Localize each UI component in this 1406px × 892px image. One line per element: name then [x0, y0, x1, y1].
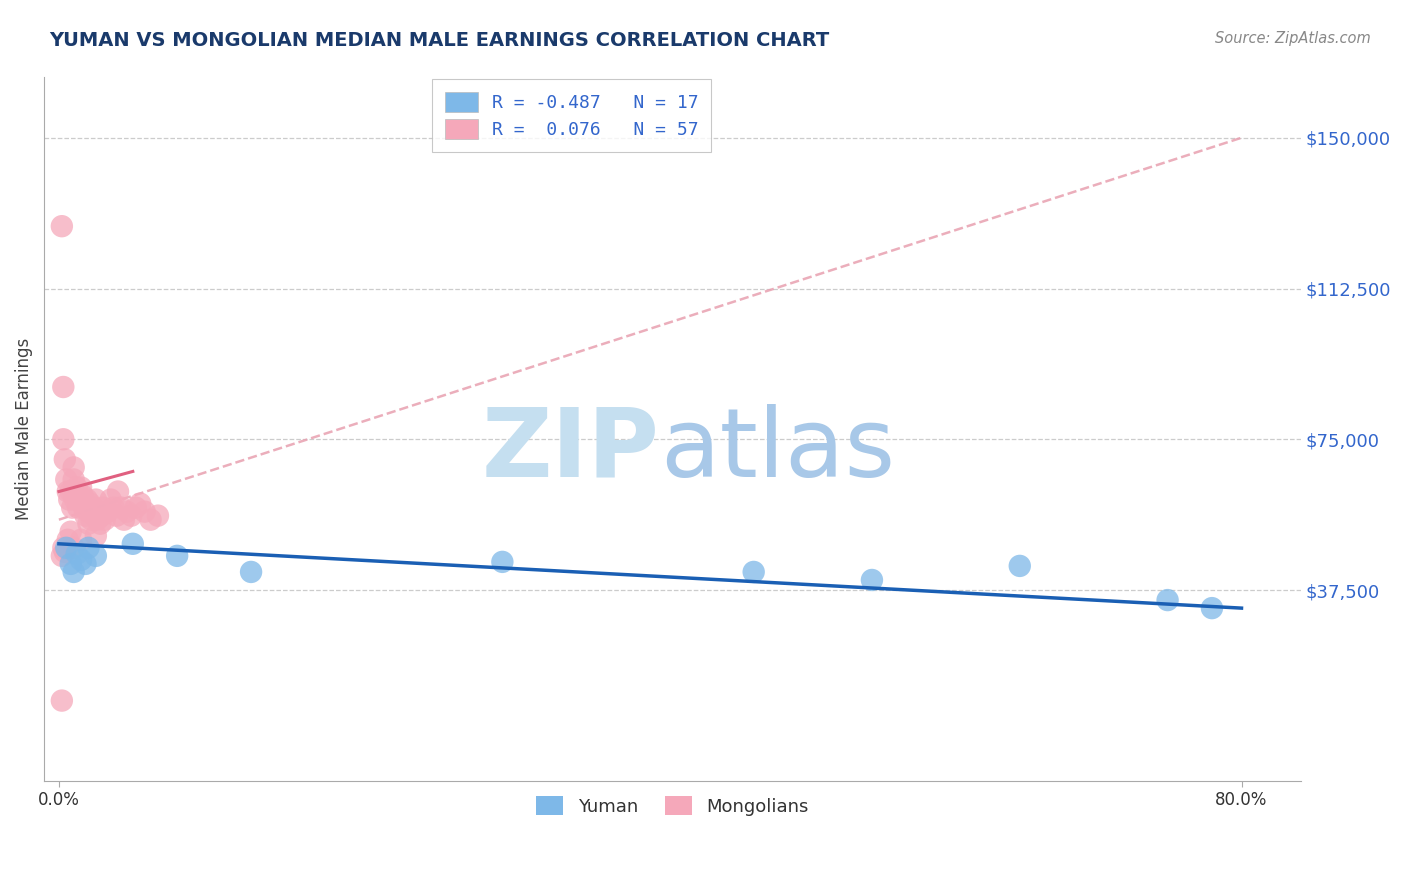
Point	[53, 452, 76, 467]
Point	[84, 529, 107, 543]
Point	[146, 508, 169, 523]
Point	[491, 555, 513, 569]
Point	[70, 481, 93, 495]
Point	[89, 516, 111, 531]
Point	[97, 505, 120, 519]
Point	[82, 500, 104, 515]
Point	[1008, 558, 1031, 573]
Text: Source: ZipAtlas.com: Source: ZipAtlas.com	[1215, 31, 1371, 46]
Point	[60, 500, 83, 515]
Point	[77, 516, 100, 531]
Point	[107, 484, 129, 499]
Point	[52, 541, 75, 555]
Point	[59, 484, 82, 499]
Point	[75, 557, 97, 571]
Y-axis label: Median Male Earnings: Median Male Earnings	[15, 338, 32, 520]
Point	[72, 489, 94, 503]
Point	[77, 541, 100, 555]
Point	[56, 484, 79, 499]
Point	[59, 524, 82, 539]
Point	[110, 500, 132, 515]
Text: atlas: atlas	[659, 404, 896, 497]
Point	[51, 549, 73, 563]
Point	[51, 693, 73, 707]
Point	[83, 508, 105, 523]
Point	[62, 473, 84, 487]
Point	[51, 219, 73, 234]
Point	[69, 492, 91, 507]
Point	[120, 508, 142, 523]
Point	[52, 380, 75, 394]
Point	[73, 500, 96, 515]
Point	[75, 508, 97, 523]
Point	[84, 549, 107, 563]
Point	[80, 513, 103, 527]
Point	[91, 500, 114, 515]
Point	[79, 497, 101, 511]
Point	[1156, 593, 1178, 607]
Point	[66, 481, 89, 495]
Point	[139, 513, 162, 527]
Point	[84, 492, 107, 507]
Point	[93, 513, 115, 527]
Legend: Yuman, Mongolians: Yuman, Mongolians	[527, 788, 818, 825]
Point	[55, 541, 77, 555]
Point	[70, 533, 93, 547]
Text: ZIP: ZIP	[482, 404, 659, 497]
Point	[112, 513, 135, 527]
Point	[70, 553, 93, 567]
Point	[134, 505, 156, 519]
Point	[66, 547, 89, 561]
Point	[62, 541, 84, 555]
Point	[121, 537, 143, 551]
Point	[56, 533, 79, 547]
Point	[87, 505, 110, 519]
Point	[240, 565, 263, 579]
Point	[1201, 601, 1223, 615]
Point	[55, 473, 77, 487]
Point	[58, 492, 80, 507]
Point	[52, 432, 75, 446]
Point	[63, 492, 86, 507]
Point	[860, 573, 883, 587]
Point	[62, 565, 84, 579]
Point	[125, 500, 148, 515]
Point	[59, 557, 82, 571]
Point	[76, 492, 98, 507]
Point	[77, 505, 100, 519]
Point	[90, 508, 112, 523]
Text: YUMAN VS MONGOLIAN MEDIAN MALE EARNINGS CORRELATION CHART: YUMAN VS MONGOLIAN MEDIAN MALE EARNINGS …	[49, 31, 830, 50]
Point	[105, 508, 128, 523]
Point	[67, 500, 90, 515]
Point	[53, 545, 76, 559]
Point	[62, 484, 84, 499]
Point	[742, 565, 765, 579]
Point	[100, 492, 122, 507]
Point	[62, 460, 84, 475]
Point	[86, 513, 108, 527]
Point	[103, 500, 125, 515]
Point	[166, 549, 188, 563]
Point	[129, 497, 152, 511]
Point	[115, 505, 138, 519]
